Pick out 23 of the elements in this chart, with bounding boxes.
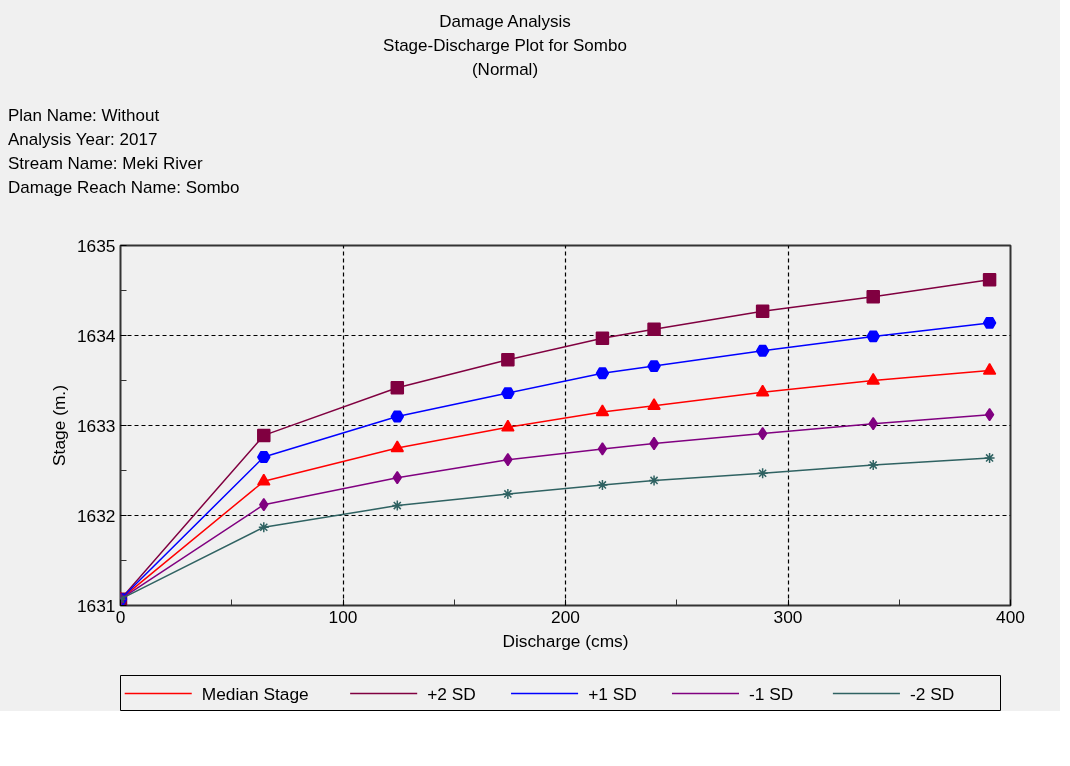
- legend-label: +2 SD: [427, 683, 476, 704]
- y-tick-label: 1631: [76, 595, 116, 616]
- text: Damage Reach Name: Sombo: [8, 178, 240, 197]
- legend-label: -1 SD: [749, 683, 794, 704]
- text: Stream Name: Meki River: [8, 154, 203, 173]
- x-tick-label: 400: [996, 606, 1025, 627]
- text: Plan Name: Without: [8, 106, 160, 125]
- y-axis-title: Stage (m.): [48, 385, 69, 466]
- y-tick-label: 1632: [76, 505, 116, 526]
- legend-label: -2 SD: [909, 683, 955, 704]
- x-tick-label: 0: [115, 606, 126, 627]
- x-tick-label: 300: [773, 606, 803, 627]
- y-tick-label: 1634: [76, 325, 116, 346]
- x-tick-label: 100: [328, 606, 358, 627]
- x-tick-label: 200: [551, 606, 580, 627]
- x-axis-title: Discharge (cms): [502, 630, 629, 651]
- text: Analysis Year: 2017: [8, 130, 158, 149]
- legend-label: Median Stage: [201, 683, 309, 704]
- legend-label: +1 SD: [588, 683, 637, 704]
- y-tick-label: 1635: [76, 235, 116, 256]
- y-tick-label: 1633: [76, 415, 116, 436]
- chart-subtitle: Stage-Discharge Plot for Sombo (Normal): [383, 36, 627, 79]
- chart-title: Damage Analysis: [439, 12, 571, 31]
